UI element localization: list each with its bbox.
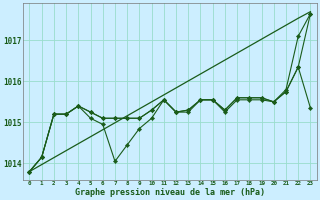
X-axis label: Graphe pression niveau de la mer (hPa): Graphe pression niveau de la mer (hPa) <box>75 188 265 197</box>
